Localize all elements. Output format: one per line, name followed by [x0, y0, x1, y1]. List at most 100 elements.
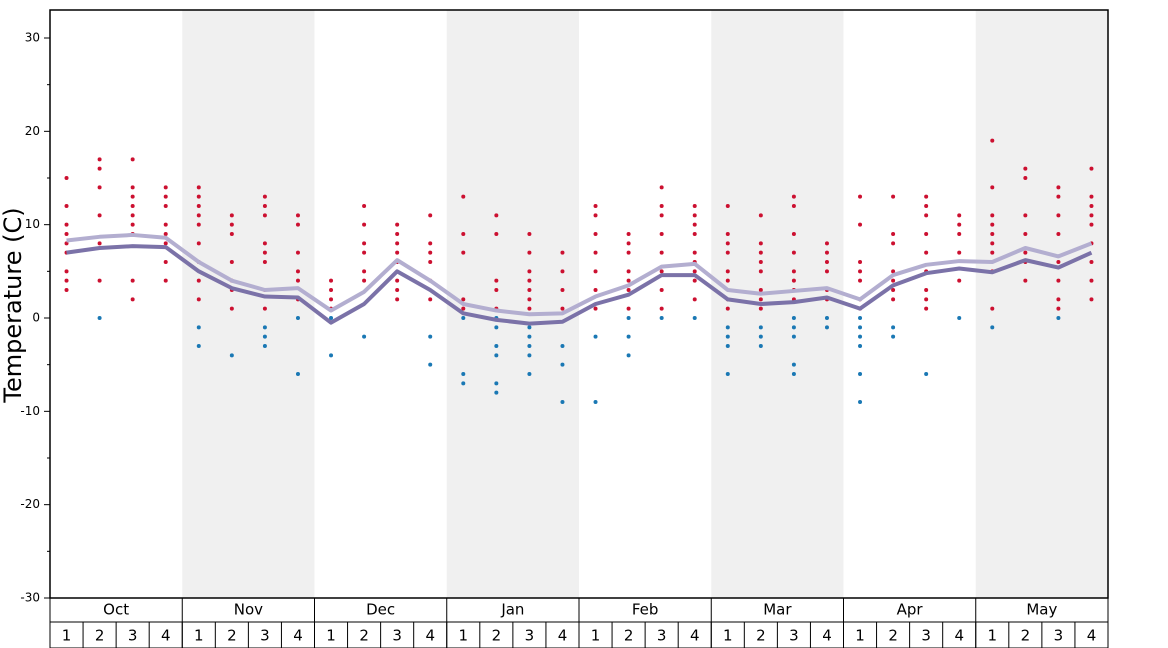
dot	[395, 222, 400, 227]
dot	[560, 400, 565, 404]
dot	[395, 288, 400, 292]
dot	[924, 250, 929, 255]
x-tick-label: 3	[392, 627, 402, 645]
dot	[990, 213, 995, 218]
dot	[858, 194, 863, 199]
dot	[1089, 278, 1094, 283]
dot	[1023, 278, 1028, 283]
dot	[593, 306, 598, 311]
month-label: May	[1026, 601, 1057, 619]
dot	[990, 325, 995, 330]
dot	[791, 250, 796, 255]
dot	[858, 222, 863, 227]
dot	[626, 278, 631, 283]
dot	[527, 288, 532, 292]
dot	[196, 297, 201, 302]
dot	[692, 316, 697, 320]
dot	[791, 269, 796, 274]
dot	[725, 204, 730, 208]
dot	[1056, 185, 1061, 190]
y-tick-label: 0	[32, 311, 40, 325]
y-tick-label: -10	[20, 404, 40, 418]
dot	[97, 278, 102, 283]
dot	[494, 381, 499, 386]
dot	[329, 353, 334, 358]
dot	[229, 353, 234, 358]
dot	[593, 232, 598, 236]
dot	[758, 334, 763, 339]
dot	[858, 400, 863, 404]
dot	[64, 232, 69, 236]
dot	[163, 204, 168, 208]
dot	[891, 325, 896, 330]
month-label: Dec	[366, 601, 395, 619]
dot	[1023, 213, 1028, 218]
y-axis-label: Temperature (C)	[0, 207, 27, 403]
dot	[824, 250, 829, 255]
dot	[362, 222, 367, 227]
dot	[295, 278, 300, 283]
dot	[659, 250, 664, 255]
dot	[494, 288, 499, 292]
dot	[428, 334, 433, 339]
dot	[527, 250, 532, 255]
dot	[824, 260, 829, 264]
dot	[824, 269, 829, 274]
dot	[461, 372, 466, 376]
x-tick-label: 4	[161, 627, 171, 645]
dot	[362, 278, 367, 283]
dot	[130, 278, 135, 283]
y-tick-label: 10	[25, 217, 40, 231]
dot	[262, 344, 267, 348]
dot	[990, 222, 995, 227]
dot	[1089, 222, 1094, 227]
dot	[64, 278, 69, 283]
dot	[130, 194, 135, 199]
y-tick-label: -20	[20, 497, 40, 511]
dot	[560, 250, 565, 255]
dot	[692, 250, 697, 255]
dot	[891, 232, 896, 236]
dot	[725, 325, 730, 330]
dot	[758, 250, 763, 255]
dot	[725, 278, 730, 283]
dot	[1056, 306, 1061, 311]
dot	[527, 325, 532, 330]
dot	[1089, 260, 1094, 264]
dot	[659, 232, 664, 236]
dot	[130, 297, 135, 302]
dot	[858, 260, 863, 264]
dot	[97, 213, 102, 218]
dot	[262, 213, 267, 218]
month-shade	[182, 10, 315, 598]
dot	[891, 334, 896, 339]
dot	[1089, 297, 1094, 302]
dot	[130, 204, 135, 208]
dot	[262, 241, 267, 246]
x-tick-label: 4	[822, 627, 832, 645]
dot	[196, 241, 201, 246]
dot	[262, 306, 267, 311]
dot	[1056, 213, 1061, 218]
dot	[791, 232, 796, 236]
dot	[494, 353, 499, 358]
dot	[791, 372, 796, 376]
dot	[924, 297, 929, 302]
x-tick-label: 1	[988, 627, 998, 645]
dot	[262, 204, 267, 208]
month-label: Feb	[632, 601, 659, 619]
dot	[891, 297, 896, 302]
dot	[461, 381, 466, 386]
dot	[527, 269, 532, 274]
x-tick-label: 3	[921, 627, 931, 645]
x-tick-label: 1	[591, 627, 601, 645]
dot	[626, 306, 631, 311]
dot	[362, 204, 367, 208]
dot	[395, 297, 400, 302]
dot	[295, 316, 300, 320]
dot	[891, 288, 896, 292]
dot	[957, 316, 962, 320]
dot	[527, 353, 532, 358]
dot	[262, 260, 267, 264]
dot	[957, 232, 962, 236]
